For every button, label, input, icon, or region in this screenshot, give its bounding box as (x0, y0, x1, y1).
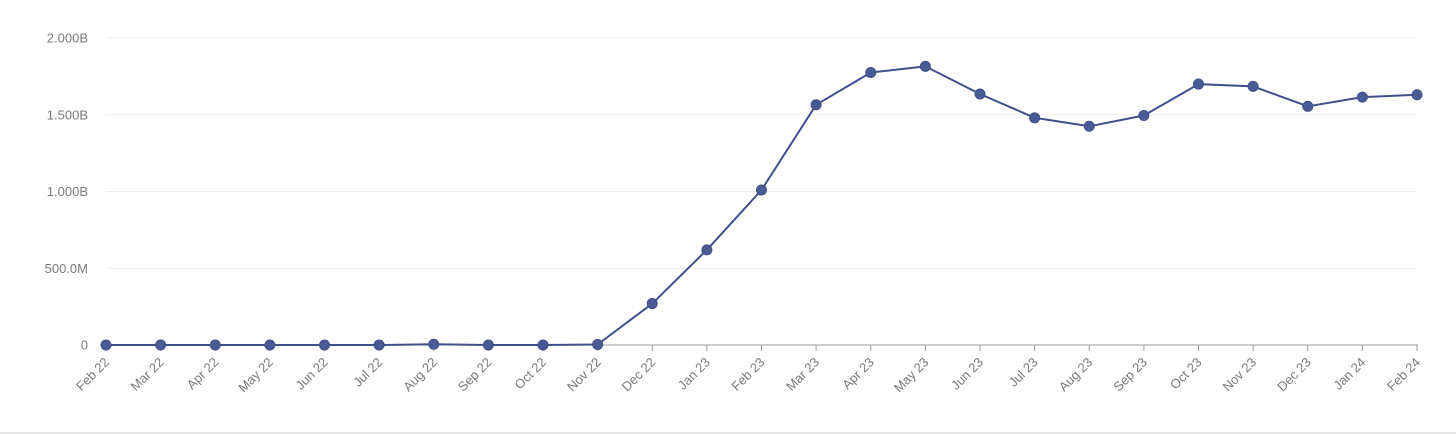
data-point[interactable] (428, 338, 440, 350)
data-point[interactable] (974, 88, 986, 100)
data-point[interactable] (1302, 100, 1314, 112)
x-tick-label: Aug 22 (400, 355, 440, 395)
data-points (100, 60, 1423, 351)
y-tick-label: 1.000B (47, 184, 88, 199)
x-tick-label: Oct 22 (511, 355, 549, 393)
x-tick-label: Mar 22 (128, 355, 167, 394)
data-point[interactable] (373, 339, 385, 351)
y-tick-label: 2.000B (47, 31, 88, 46)
data-point[interactable] (209, 339, 221, 351)
series-line (106, 65, 1418, 346)
x-tick-label: Nov 22 (564, 355, 604, 395)
y-tick-label: 1.500B (47, 107, 88, 122)
bottom-border (0, 432, 1456, 434)
data-point[interactable] (1083, 120, 1095, 132)
x-tick-label: Sep 22 (455, 355, 495, 395)
x-tick-label: Aug 23 (1056, 355, 1096, 395)
data-point[interactable] (264, 339, 276, 351)
y-axis-tick-labels: 0 500.0M 1.000B 1.500B 2.000B (45, 31, 88, 353)
data-point[interactable] (1356, 91, 1368, 103)
x-tick-label: Oct 23 (1167, 355, 1205, 393)
x-tick-label: May 22 (235, 355, 276, 396)
x-tick-label: Jan 24 (1330, 355, 1368, 393)
data-point[interactable] (701, 244, 713, 256)
x-tick-label: Feb 22 (73, 355, 112, 394)
x-tick-label: Dec 22 (619, 355, 659, 395)
data-point[interactable] (100, 339, 112, 351)
y-tick-label: 500.0M (45, 261, 88, 276)
x-tick-label: Sep 23 (1110, 355, 1150, 395)
x-tick-label: Apr 23 (839, 355, 877, 393)
x-tick-label: May 23 (891, 355, 932, 396)
x-tick-label: Apr 22 (184, 355, 222, 393)
data-point[interactable] (155, 339, 167, 351)
x-tick-label: Feb 23 (728, 355, 767, 394)
data-point[interactable] (1029, 112, 1041, 124)
x-tick-label: Feb 24 (1384, 355, 1423, 394)
x-tick-label: Nov 23 (1220, 355, 1260, 395)
data-point[interactable] (1138, 110, 1150, 122)
data-point[interactable] (482, 339, 494, 351)
y-tick-label: 0 (81, 338, 88, 353)
data-point[interactable] (319, 339, 330, 351)
data-point[interactable] (537, 339, 549, 351)
data-point[interactable] (646, 298, 658, 310)
x-tick-label: Jun 22 (292, 355, 330, 393)
data-point[interactable] (919, 60, 931, 72)
series-line-group (106, 65, 1418, 346)
x-tick-label: Jul 23 (1006, 355, 1041, 390)
data-point[interactable] (1247, 80, 1259, 92)
data-point[interactable] (1193, 78, 1204, 90)
x-axis-ticks: Feb 22 Mar 22 Apr 22 May 22 Jun 22 Jul 22 Aug … (73, 344, 1423, 396)
data-point[interactable] (810, 99, 822, 111)
x-tick-label: Jun 23 (948, 355, 986, 393)
x-tick-label: Mar 23 (783, 355, 822, 394)
data-point[interactable] (865, 67, 877, 79)
grid-lines (106, 37, 1417, 269)
x-tick-label: Jul 22 (350, 355, 385, 390)
data-point[interactable] (592, 339, 604, 351)
data-point[interactable] (756, 184, 767, 196)
x-tick-label: Dec 23 (1274, 355, 1314, 395)
x-tick-label: Jan 23 (675, 355, 713, 393)
data-point[interactable] (1411, 89, 1423, 101)
